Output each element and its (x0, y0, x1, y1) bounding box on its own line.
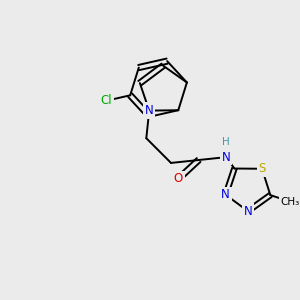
Text: N: N (221, 188, 230, 201)
Text: S: S (258, 162, 266, 175)
Text: CH₃: CH₃ (280, 197, 300, 207)
Text: N: N (222, 151, 231, 164)
Text: N: N (244, 205, 252, 218)
Text: N: N (145, 104, 154, 117)
Text: O: O (174, 172, 183, 185)
Text: H: H (222, 137, 230, 147)
Text: Cl: Cl (100, 94, 112, 107)
